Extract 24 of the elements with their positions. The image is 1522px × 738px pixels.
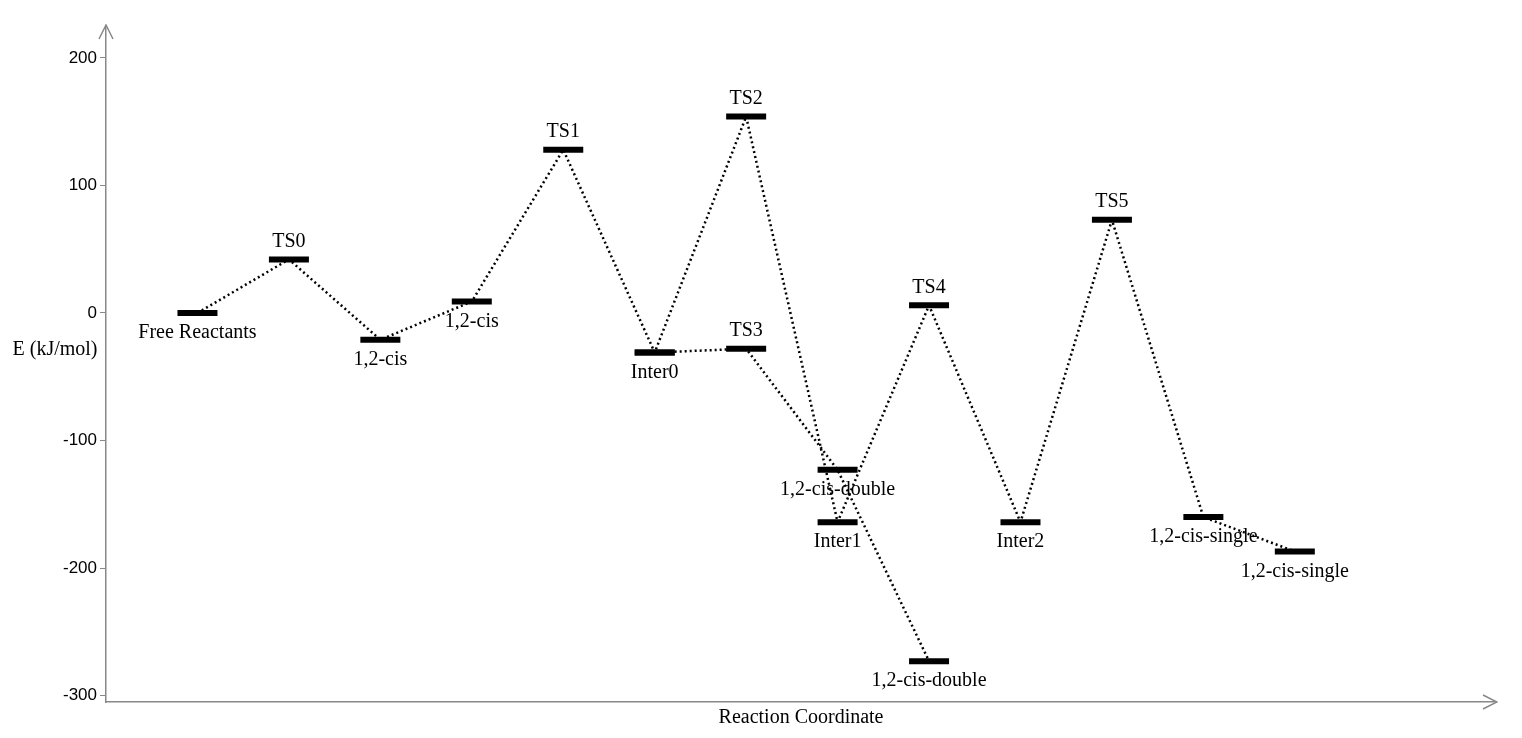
- annotation: 1,2-cis-double: [780, 477, 896, 500]
- annotation: Free Reactants: [138, 320, 257, 343]
- y-tick-label: 0: [87, 302, 98, 322]
- y-tick-label: -200: [62, 557, 98, 577]
- y-tick-label: -100: [62, 430, 98, 450]
- annotation: Inter0: [630, 359, 679, 382]
- annotation: 1,2-cis-single: [1149, 524, 1258, 548]
- annotation: TS1: [546, 118, 580, 141]
- annotation: TS2: [729, 85, 763, 108]
- y-tick-label: 200: [68, 47, 98, 67]
- annotation: 1,2-cis-single: [1240, 558, 1350, 582]
- x-axis-title: Reaction Coordinate: [718, 705, 884, 728]
- y-tick-label: 100: [68, 175, 98, 195]
- annotation: TS0: [272, 228, 306, 251]
- annotation: TS5: [1095, 189, 1129, 212]
- annotation: TS3: [729, 317, 763, 340]
- y-axis-title: E (kJ/mol): [11, 336, 99, 361]
- annotation: Inter2: [996, 529, 1045, 552]
- annotation: TS4: [912, 274, 946, 297]
- y-tick-label: -300: [62, 685, 98, 705]
- annotation: 1,2-cis: [353, 347, 408, 370]
- annotation: 1,2-cis-double: [871, 668, 987, 691]
- annotation: 1,2-cis: [444, 308, 499, 331]
- annotation: Inter1: [813, 529, 862, 552]
